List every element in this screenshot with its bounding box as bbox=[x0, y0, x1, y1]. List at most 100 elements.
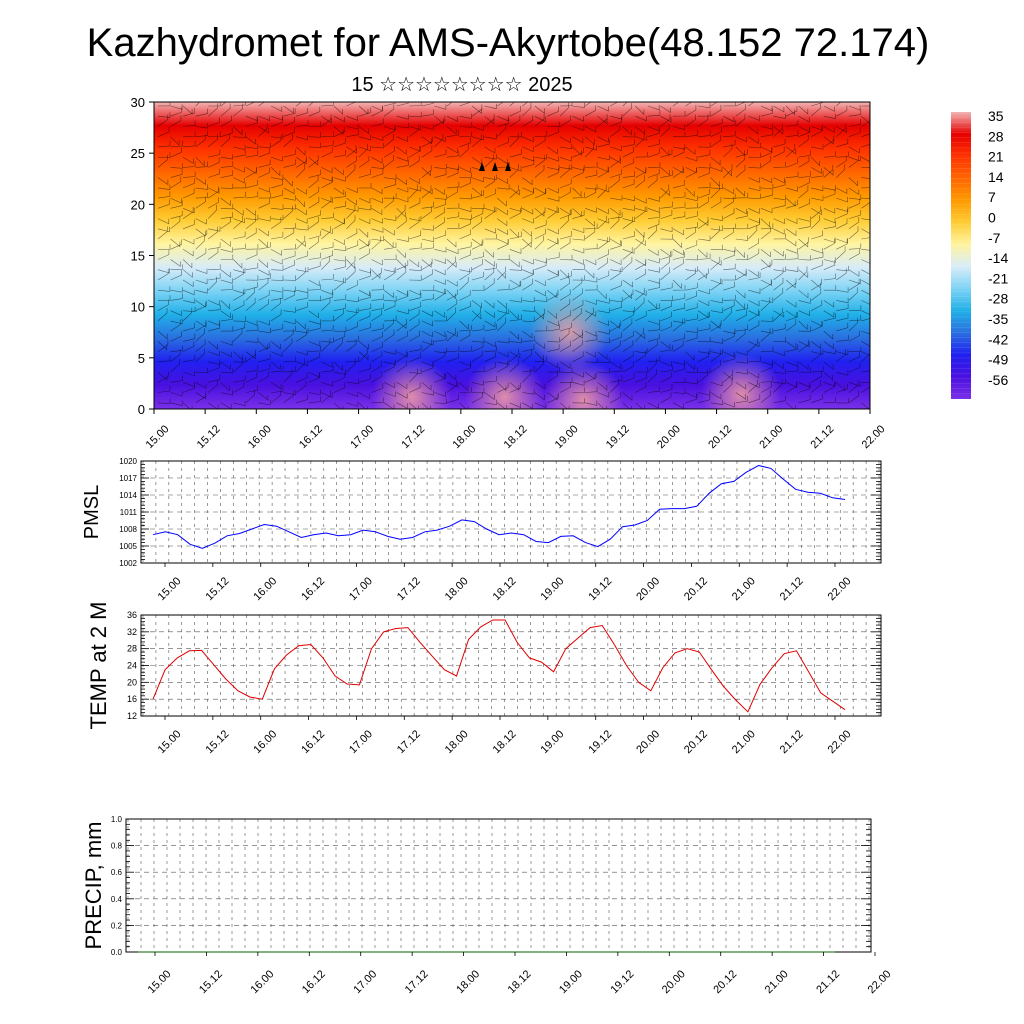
wind-barb bbox=[471, 238, 483, 247]
wind-barb bbox=[786, 199, 798, 209]
wind-barb bbox=[823, 189, 836, 199]
wind-barb bbox=[534, 310, 544, 320]
wind-barb bbox=[157, 184, 171, 190]
wind-barb bbox=[660, 372, 672, 383]
wind-barb bbox=[760, 259, 771, 268]
wind-barb bbox=[409, 155, 420, 168]
wind-barb bbox=[559, 278, 570, 291]
wind-barb bbox=[836, 102, 842, 107]
wind-barb bbox=[421, 258, 433, 270]
wind-barb bbox=[182, 259, 193, 269]
wind-barb bbox=[170, 391, 183, 397]
wind-barb bbox=[697, 268, 709, 281]
wind-barb bbox=[333, 308, 344, 322]
wind-barb bbox=[220, 351, 232, 358]
wind-barb bbox=[409, 402, 419, 409]
wind-barb bbox=[760, 382, 772, 393]
wind-barb bbox=[710, 184, 720, 199]
wind-barb bbox=[183, 131, 196, 137]
wind-barb bbox=[773, 105, 785, 113]
wind-barb bbox=[497, 351, 509, 358]
wind-barb bbox=[170, 115, 182, 127]
wind-barb bbox=[597, 320, 609, 326]
wind-barb bbox=[572, 210, 585, 219]
pmsl-xtick-label: 15.00 bbox=[156, 575, 184, 603]
wind-barb bbox=[647, 282, 660, 291]
wind-barb bbox=[371, 323, 384, 332]
cross-section-ytick-label: 20 bbox=[131, 197, 145, 212]
wind-barb bbox=[208, 242, 221, 250]
wind-barb bbox=[836, 398, 849, 404]
wind-barb bbox=[635, 175, 645, 189]
wind-barb bbox=[672, 167, 684, 174]
wind-barb bbox=[798, 361, 809, 370]
wind-barb bbox=[358, 311, 371, 322]
wind-barb bbox=[748, 177, 760, 183]
wind-barb bbox=[170, 375, 183, 383]
wind-barb bbox=[195, 328, 205, 342]
wind-barb bbox=[509, 106, 521, 117]
wind-barb bbox=[434, 288, 445, 301]
wind-barb bbox=[409, 146, 420, 158]
wind-barb bbox=[371, 236, 381, 250]
wind-barb bbox=[735, 254, 749, 261]
wind-barb bbox=[333, 402, 344, 409]
cross-section-xtick-label: 20.12 bbox=[706, 423, 734, 451]
wind-barb bbox=[434, 217, 445, 230]
wind-barb bbox=[509, 259, 520, 268]
wind-barb bbox=[195, 156, 205, 167]
wind-barb bbox=[811, 195, 824, 201]
wind-barb bbox=[421, 124, 434, 130]
wind-barb bbox=[434, 310, 445, 318]
wind-barb bbox=[823, 260, 836, 270]
wind-barb bbox=[170, 210, 183, 219]
wind-barb bbox=[685, 367, 698, 373]
wind-barb bbox=[798, 298, 811, 304]
wind-barb bbox=[773, 350, 786, 357]
wind-barb bbox=[157, 341, 168, 351]
wind-barb bbox=[183, 322, 195, 332]
precip-xtick-label: 21.00 bbox=[763, 968, 791, 996]
wind-barb bbox=[786, 266, 799, 272]
wind-barb bbox=[208, 103, 218, 117]
wind-barb bbox=[321, 361, 333, 368]
wind-barb bbox=[446, 382, 459, 388]
wind-barb bbox=[559, 231, 572, 240]
wind-barb bbox=[848, 305, 862, 311]
wind-barb bbox=[861, 133, 870, 137]
wind-barb bbox=[547, 196, 560, 202]
wind-barb bbox=[233, 259, 243, 269]
wind-barb bbox=[270, 167, 281, 177]
wind-barb bbox=[497, 156, 508, 165]
wind-barb bbox=[271, 231, 284, 240]
wind-barb bbox=[220, 183, 234, 189]
wind-barb bbox=[647, 358, 657, 373]
wind-barb bbox=[585, 243, 598, 250]
wind-barb bbox=[157, 126, 170, 137]
wind-barb bbox=[773, 254, 786, 260]
wind-barb bbox=[245, 208, 256, 216]
wind-barb bbox=[270, 298, 281, 311]
wind-barb bbox=[421, 185, 432, 199]
wind-barb bbox=[208, 380, 218, 393]
wind-barb bbox=[396, 320, 407, 330]
wind-barb bbox=[723, 369, 733, 383]
wind-barb bbox=[182, 219, 195, 230]
temp-frame bbox=[140, 614, 882, 717]
wind-barb bbox=[434, 169, 447, 178]
wind-barb bbox=[685, 240, 698, 250]
wind-barb bbox=[748, 288, 761, 294]
wind-barb bbox=[572, 147, 584, 158]
wind-barb bbox=[760, 190, 773, 199]
wind-barb bbox=[584, 372, 597, 383]
wind-barb bbox=[798, 150, 811, 158]
wind-barb bbox=[245, 136, 256, 145]
wind-barb bbox=[358, 145, 371, 152]
wind-barb bbox=[396, 177, 407, 185]
wind-barb bbox=[358, 105, 369, 115]
wind-barb bbox=[446, 181, 460, 189]
wind-barb bbox=[295, 235, 306, 250]
precip-ytick-label: 0.4 bbox=[111, 895, 123, 904]
wind-barb bbox=[597, 392, 610, 398]
wind-barb bbox=[471, 208, 484, 219]
